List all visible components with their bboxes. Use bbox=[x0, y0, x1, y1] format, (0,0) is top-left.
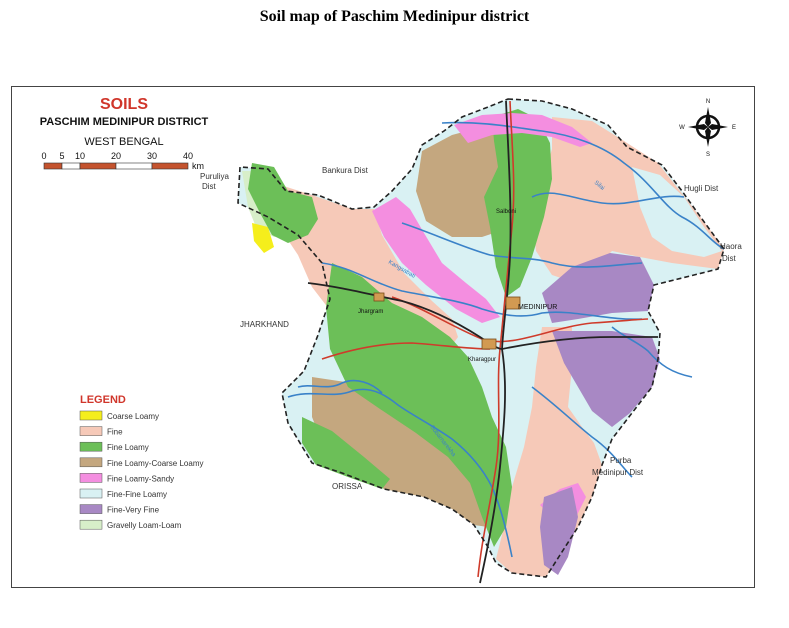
soil-fine-very-fine-tail bbox=[540, 487, 578, 575]
label-purba-1: Purba bbox=[610, 456, 632, 465]
legend-label-5: Fine-Fine Loamy bbox=[107, 490, 167, 499]
soil-fine-loamy-puruliya bbox=[248, 163, 318, 243]
map-state: WEST BENGAL bbox=[84, 136, 163, 148]
rail-north bbox=[501, 100, 512, 350]
legend-label-6: Fine-Very Fine bbox=[107, 506, 160, 515]
legend-swatch-3 bbox=[79, 457, 103, 468]
town-jhargram-marker bbox=[373, 292, 385, 302]
label-haora-1: Haora bbox=[720, 242, 742, 251]
river-kangsabati-north bbox=[401, 222, 643, 268]
label-kharagpur: Kharagpur bbox=[468, 357, 496, 363]
compass-e: E bbox=[732, 125, 736, 131]
scale-seg-5 bbox=[151, 162, 189, 170]
label-salboni: Salboni bbox=[496, 209, 516, 215]
river-subarnarekha bbox=[287, 388, 513, 558]
place-labels: Bankura Dist Puruliya Dist Hugli Dist Ha… bbox=[200, 166, 742, 491]
scale-tick-5: 5 bbox=[59, 151, 64, 161]
label-puruliya-1: Puruliya bbox=[200, 172, 229, 181]
legend-swatch-1 bbox=[79, 426, 103, 436]
compass-n: N bbox=[706, 99, 710, 105]
label-silai: Silai bbox=[593, 180, 606, 192]
town-kharagpur-marker bbox=[481, 338, 497, 350]
soil-fine-very-fine-south bbox=[552, 331, 660, 427]
compass-icon: N S W E bbox=[679, 99, 736, 158]
scale-seg-4 bbox=[115, 162, 153, 170]
legend-swatch-7 bbox=[79, 519, 103, 530]
legend-label-3: Fine Loamy-Coarse Loamy bbox=[107, 459, 203, 468]
scale-tick-0: 0 bbox=[41, 151, 46, 161]
legend-swatch-6 bbox=[79, 504, 103, 514]
river-south bbox=[531, 386, 633, 478]
label-puruliya-2: Dist bbox=[202, 182, 217, 191]
scale-unit: km bbox=[192, 161, 204, 171]
label-orissa: ORISSA bbox=[332, 482, 363, 491]
compass-s: S bbox=[706, 152, 710, 158]
map-heading: SOILS bbox=[100, 96, 148, 113]
label-jhargram: Jhargram bbox=[358, 309, 383, 315]
label-bankura: Bankura Dist bbox=[322, 166, 369, 175]
legend-label-7: Gravelly Loam-Loam bbox=[107, 521, 182, 530]
compass-w: W bbox=[679, 125, 685, 131]
page-title: Soil map of Paschim Medinipur district bbox=[259, 8, 530, 25]
soil-fine-loamy-center bbox=[326, 263, 512, 547]
legend-swatch-2 bbox=[79, 441, 103, 452]
soil-fine-loamy-north bbox=[484, 109, 552, 297]
legend-label-4: Fine Loamy-Sandy bbox=[107, 474, 174, 483]
town-medinipur-marker bbox=[505, 296, 521, 310]
label-jharkhand: JHARKHAND bbox=[240, 320, 289, 329]
legend-title: LEGEND bbox=[80, 394, 126, 406]
river-silai-branch bbox=[531, 192, 685, 205]
map-subtitle: PASCHIM MEDINIPUR DISTRICT bbox=[40, 116, 209, 128]
soil-fine-west bbox=[274, 183, 458, 353]
soil-fine-loamy-south bbox=[302, 417, 390, 489]
legend-swatch-5 bbox=[79, 488, 103, 499]
label-medinipur: MEDINIPUR bbox=[518, 304, 557, 311]
label-haora-2: Dist bbox=[722, 254, 737, 263]
river-subarnarekha-bend bbox=[297, 379, 383, 394]
rail-east bbox=[501, 336, 658, 350]
scale-tick-20: 20 bbox=[111, 151, 121, 161]
label-purba-2: Medinipur Dist bbox=[592, 468, 644, 477]
soil-map: SOILS PASCHIM MEDINIPUR DISTRICT WEST BE… bbox=[11, 86, 755, 588]
soil-fine-loamy-coarse-south bbox=[312, 377, 488, 527]
soil-map-canvas: SOILS PASCHIM MEDINIPUR DISTRICT WEST BE… bbox=[40, 96, 742, 584]
soil-fine-fine-loamy-east bbox=[632, 167, 722, 257]
legend-label-1: Fine bbox=[107, 428, 123, 437]
legend-label-0: Coarse Loamy bbox=[107, 412, 159, 421]
river-east-1 bbox=[611, 326, 693, 378]
rail-south bbox=[479, 348, 506, 584]
legend: LEGEND Coarse Loamy Fine Fine Loamy Fine Lo… bbox=[79, 394, 203, 530]
legend-label-2: Fine Loamy bbox=[107, 443, 149, 452]
scale-seg-1 bbox=[43, 162, 63, 170]
label-hugli: Hugli Dist bbox=[684, 184, 719, 193]
soil-fine-loamy-sandy-north bbox=[454, 113, 592, 147]
road-east-west bbox=[391, 296, 649, 343]
scale-tick-10: 10 bbox=[75, 151, 85, 161]
district-boundary bbox=[237, 98, 725, 578]
legend-swatch-4 bbox=[79, 473, 103, 483]
soil-fine-very-fine-east bbox=[542, 253, 654, 323]
scale-seg-3 bbox=[79, 162, 117, 170]
scale-seg-2 bbox=[61, 162, 81, 170]
scale-tick-40: 40 bbox=[183, 151, 193, 161]
scale-tick-30: 30 bbox=[147, 151, 157, 161]
river-kangsabati bbox=[321, 262, 643, 321]
scale-bar: 0 5 10 20 30 40 km bbox=[41, 151, 204, 171]
towns bbox=[373, 292, 521, 350]
legend-swatch-0 bbox=[79, 410, 103, 421]
road-southwest bbox=[321, 342, 491, 360]
soil-coarse-loamy bbox=[252, 223, 274, 253]
soil-fine-loamy-sandy-west bbox=[372, 197, 500, 323]
